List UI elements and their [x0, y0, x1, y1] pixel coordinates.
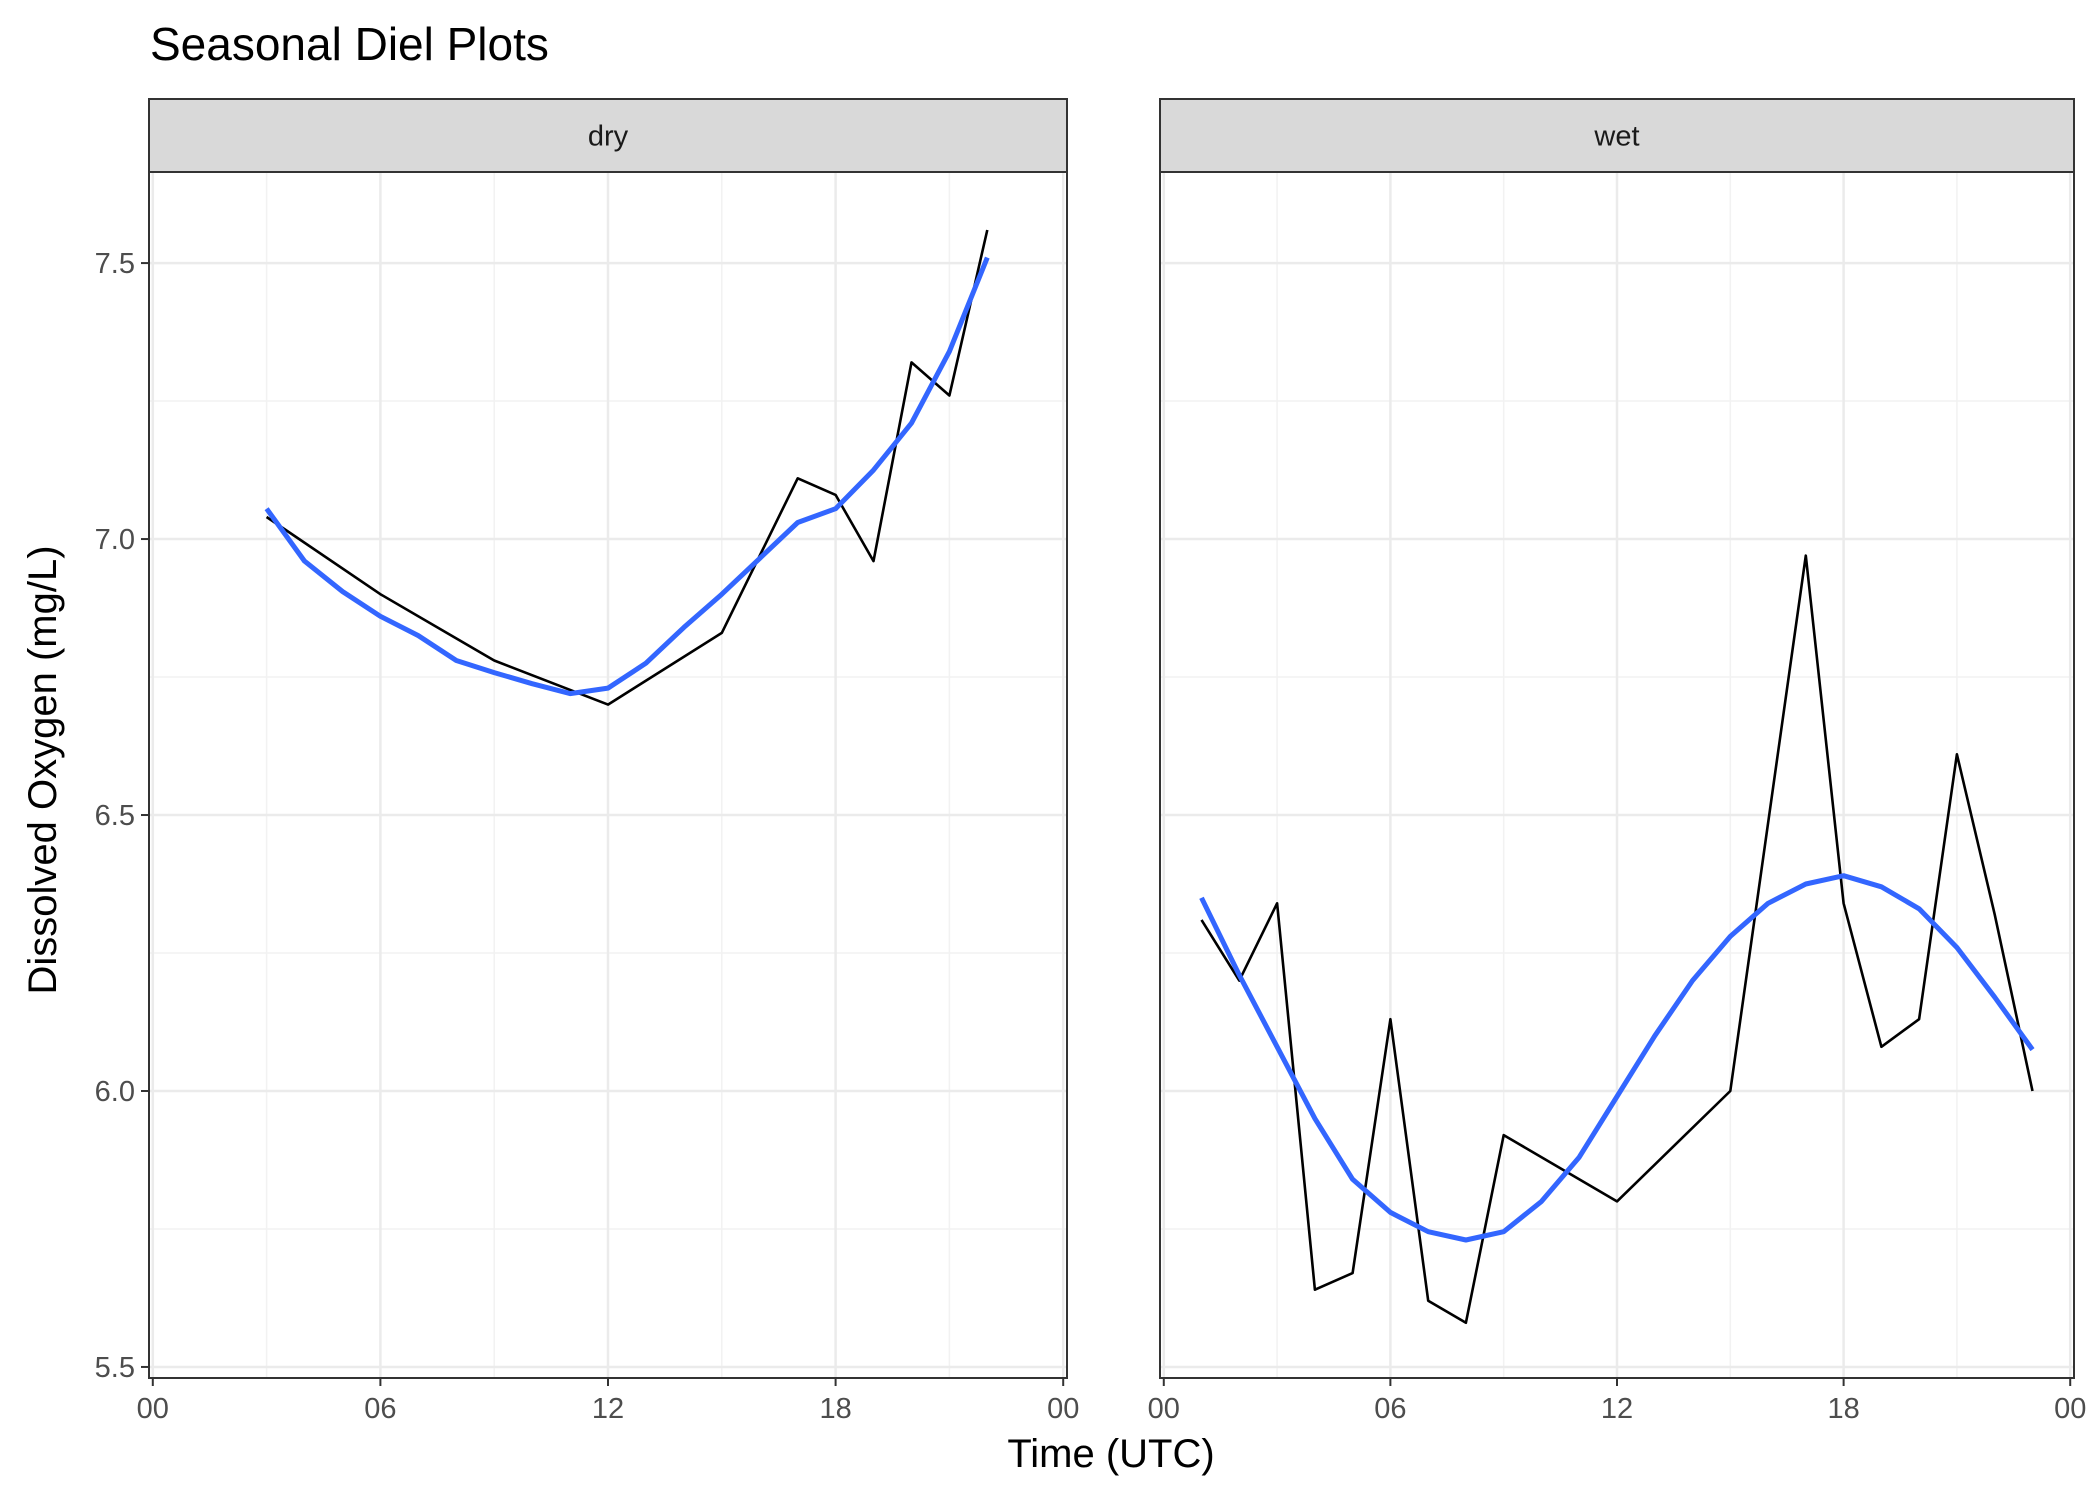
facet-strip	[148, 98, 1068, 173]
smooth-line	[1199, 873, 2035, 1243]
y-tick-label: 7.0	[95, 524, 135, 556]
facet-label: dry	[588, 121, 629, 153]
chart-title: Seasonal Diel Plots	[150, 18, 549, 70]
y-tick-label: 6.5	[95, 800, 135, 832]
x-tick-label: 18	[819, 1393, 851, 1425]
smooth-line	[264, 256, 990, 697]
data-line	[265, 229, 989, 706]
x-tick-label: 12	[1601, 1393, 1633, 1425]
x-tick-label: 00	[137, 1393, 169, 1425]
y-axis-label: Dissolved Oxygen (mg/L)	[21, 545, 65, 994]
x-tick-label: 00	[1148, 1393, 1180, 1425]
x-tick-label: 00	[2054, 1393, 2086, 1425]
y-tick-label: 6.0	[95, 1076, 135, 1108]
y-tick-label: 7.5	[95, 248, 135, 280]
facet-strip	[1159, 98, 2075, 173]
x-axis-label: Time (UTC)	[1007, 1432, 1214, 1476]
x-tick-label: 06	[1374, 1393, 1406, 1425]
data-line	[1200, 554, 2034, 1325]
x-tick-label: 12	[592, 1393, 624, 1425]
x-tick-label: 06	[364, 1393, 396, 1425]
x-tick-label: 18	[1827, 1393, 1859, 1425]
facet-label: wet	[1593, 121, 1639, 153]
x-tick-label: 00	[1047, 1393, 1079, 1425]
y-tick-label: 5.5	[95, 1352, 135, 1384]
